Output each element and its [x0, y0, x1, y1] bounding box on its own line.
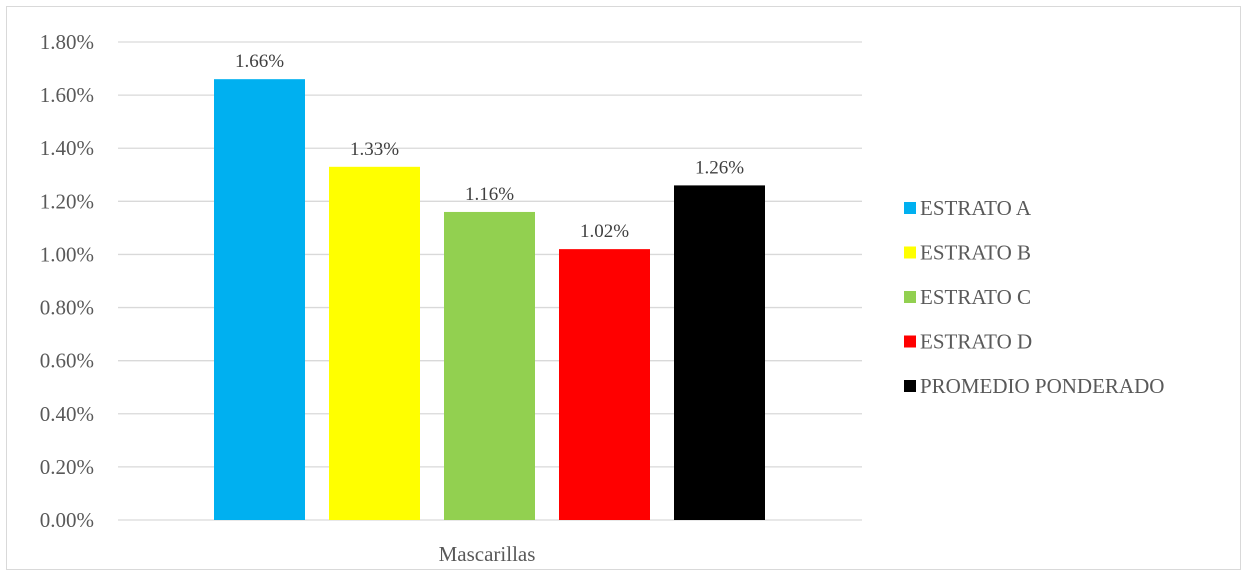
y-tick-label: 0.40%: [40, 402, 94, 426]
data-label: 1.33%: [350, 139, 399, 160]
legend-swatch: [904, 246, 916, 259]
y-tick-label: 1.40%: [40, 136, 94, 160]
legend-label: ESTRATO C: [920, 285, 1031, 309]
bar-estrato-c: [444, 211, 535, 520]
data-label: 1.26%: [695, 157, 744, 178]
y-tick-label: 0.80%: [40, 296, 94, 320]
y-tick-label: 0.00%: [40, 508, 94, 532]
data-labels: 1.66% 1.33% 1.16% 1.02% 1.26%: [235, 51, 744, 242]
bar-estrato-a: [214, 79, 305, 520]
y-axis-tick-labels: 0.00% 0.20% 0.40% 0.60% 0.80% 1.00% 1.20% 1.40%…: [40, 30, 94, 532]
legend-label: ESTRATO A: [920, 196, 1032, 220]
data-label: 1.66%: [235, 51, 284, 72]
legend-swatch: [904, 380, 916, 392]
y-tick-label: 0.60%: [40, 349, 94, 373]
legend-label: ESTRATO B: [920, 241, 1031, 265]
data-label: 1.02%: [580, 221, 629, 242]
bar-estrato-d: [559, 249, 650, 520]
legend: ESTRATO A ESTRATO B ESTRATO C ESTRATO D PROM…: [904, 196, 1164, 398]
y-tick-label: 1.60%: [40, 83, 94, 107]
bar-estrato-b: [329, 166, 420, 521]
legend-label: PROMEDIO PONDERADO: [920, 374, 1164, 398]
legend-swatch: [904, 291, 916, 303]
data-label: 1.16%: [465, 184, 514, 205]
y-tick-label: 1.00%: [40, 242, 94, 266]
x-axis-category-label: Mascarillas: [439, 542, 536, 566]
bars: [214, 79, 765, 521]
legend-label: ESTRATO D: [920, 330, 1032, 354]
y-tick-label: 0.20%: [40, 455, 94, 479]
y-tick-label: 1.80%: [40, 30, 94, 54]
bar-promedio-ponderado: [674, 185, 765, 520]
legend-swatch: [904, 202, 916, 214]
legend-swatch: [904, 335, 916, 348]
y-tick-label: 1.20%: [40, 189, 94, 213]
